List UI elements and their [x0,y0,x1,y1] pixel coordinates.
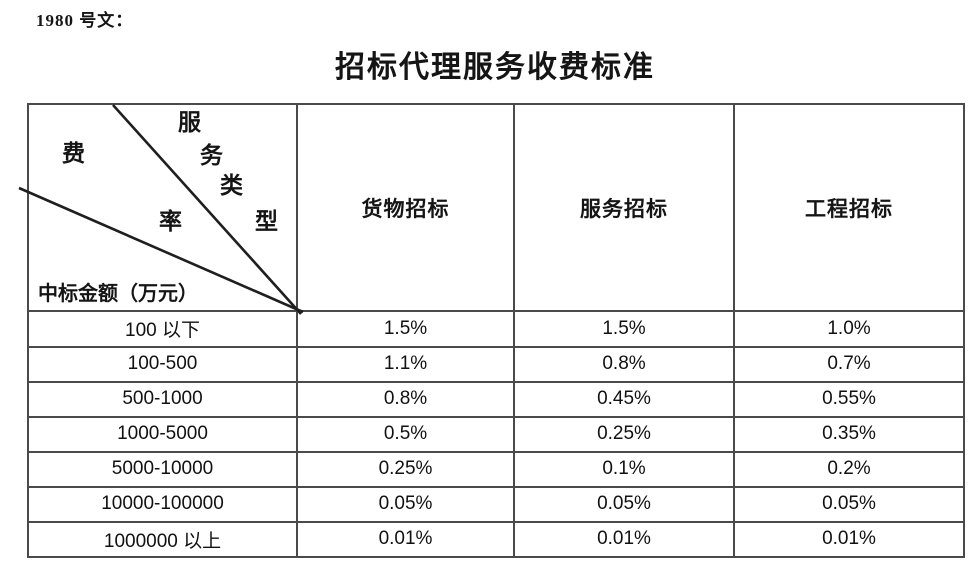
amount-axis-label: 中标金额（万元） [38,283,198,305]
table-row: 1000-5000 0.5% 0.25% 0.35% [27,415,965,453]
corner-label-char: 服 [178,110,201,135]
rate-cell: 1.5% [296,310,515,348]
corner-label-char: 务 [200,143,223,168]
doc-reference: 1980 号文： [36,11,134,30]
table-corner-cell: 服 务 类 型 费 率 中标金额（万元） [18,102,304,315]
table-row: 10000-100000 0.05% 0.05% 0.05% [27,485,965,523]
amount-range-cell: 5000-10000 [27,450,298,488]
rate-cell: 0.35% [733,415,965,453]
table-row: 1000000 以上 0.01% 0.01% 0.01% [27,520,965,559]
rate-cell: 0.25% [296,450,515,488]
corner-label-char: 率 [159,209,182,234]
rate-cell: 0.7% [733,345,965,383]
rate-cell: 0.05% [296,485,515,523]
fee-table: 服 务 类 型 费 率 中标金额（万元） 货物招标 服务招标 工程招标 100 … [18,102,965,559]
rate-cell: 1.5% [513,310,735,348]
rate-cell: 0.55% [733,380,965,418]
rate-cell: 0.45% [513,380,735,418]
rate-cell: 0.5% [296,415,515,453]
table-header-row: 服 务 类 型 费 率 中标金额（万元） 货物招标 服务招标 工程招标 [18,102,965,315]
amount-range-cell: 500-1000 [27,380,298,418]
amount-range-cell: 100 以下 [27,310,298,348]
rate-cell: 0.25% [513,415,735,453]
table-row: 500-1000 0.8% 0.45% 0.55% [27,380,965,418]
rate-cell: 0.01% [296,520,515,559]
rate-cell: 0.8% [296,380,515,418]
table-row: 5000-10000 0.25% 0.1% 0.2% [27,450,965,488]
table-row: 100-500 1.1% 0.8% 0.7% [27,345,965,383]
column-header-goods: 货物招标 [296,102,515,313]
rate-cell: 0.01% [513,520,735,559]
rate-cell: 0.2% [733,450,965,488]
rate-cell: 1.1% [296,345,515,383]
rate-cell: 1.0% [733,310,965,348]
amount-range-cell: 1000000 以上 [27,520,298,559]
rate-cell: 0.8% [513,345,735,383]
amount-range-cell: 1000-5000 [27,415,298,453]
corner-label-char: 类 [220,173,243,198]
corner-label-char: 型 [255,209,278,234]
rate-cell: 0.05% [733,485,965,523]
rate-cell: 0.1% [513,450,735,488]
corner-label-char: 费 [62,141,85,166]
amount-range-cell: 10000-100000 [27,485,298,523]
table-row: 100 以下 1.5% 1.5% 1.0% [27,310,965,348]
page-title: 招标代理服务收费标准 [335,51,655,84]
amount-range-cell: 100-500 [27,345,298,383]
column-header-engineering: 工程招标 [733,102,965,313]
column-header-service: 服务招标 [513,102,735,313]
rate-cell: 0.05% [513,485,735,523]
rate-cell: 0.01% [733,520,965,559]
